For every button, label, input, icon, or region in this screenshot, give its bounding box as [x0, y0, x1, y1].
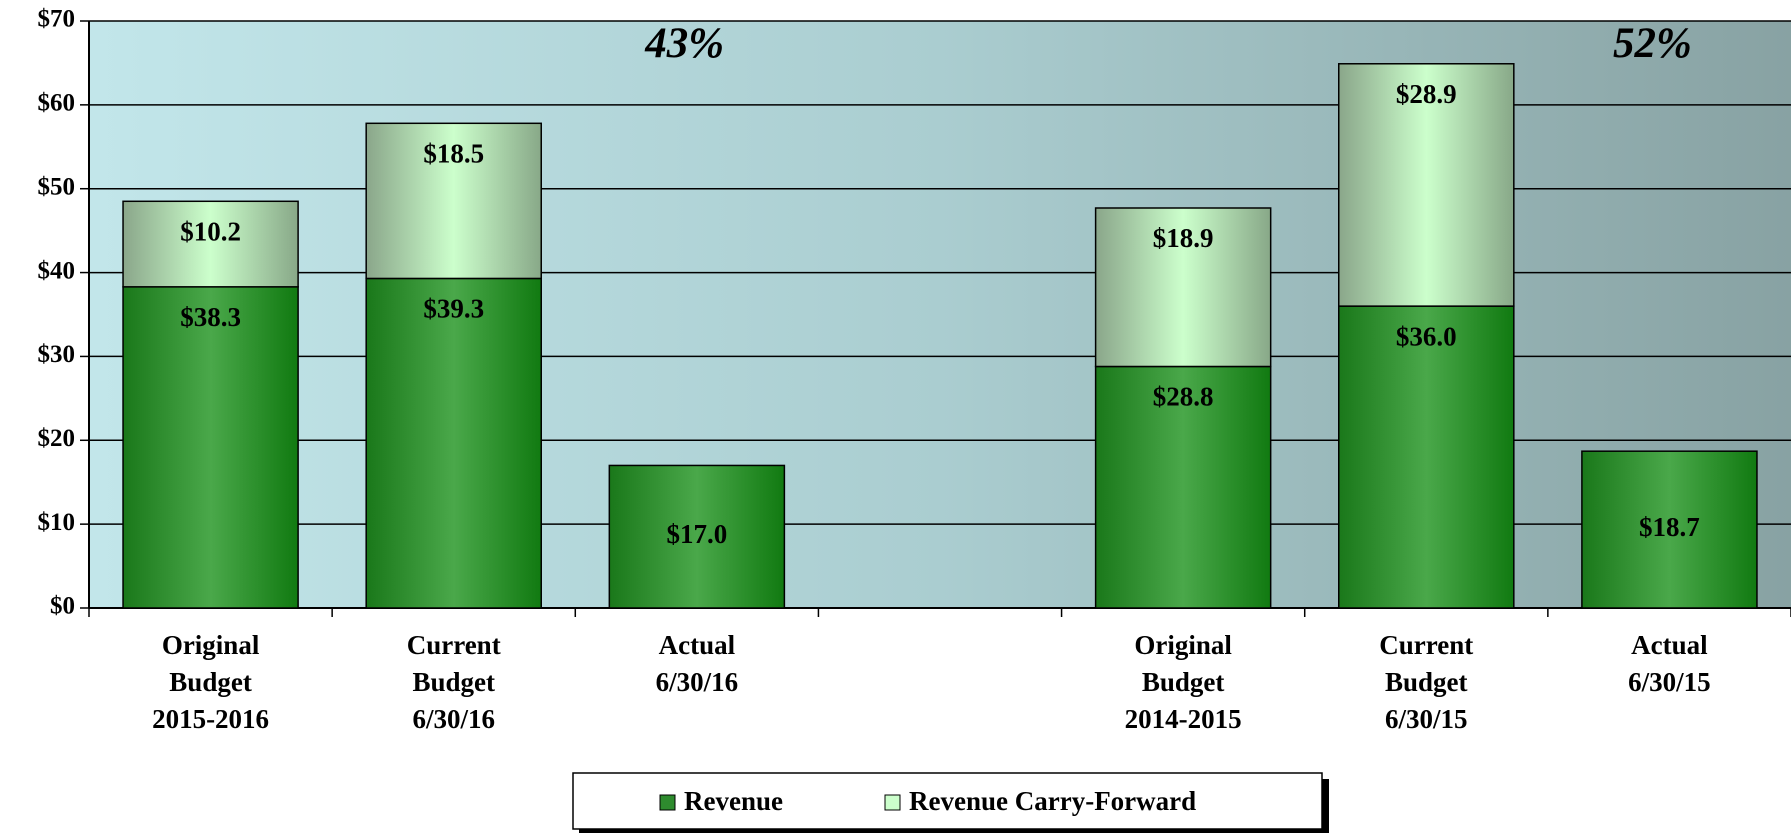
legend-box: [572, 772, 1323, 830]
legend-label: Revenue Carry-Forward: [909, 786, 1196, 816]
legend-marker: [659, 794, 676, 811]
x-tick-label: Original Budget 2015-2016: [152, 630, 269, 734]
bar-segment: [1581, 450, 1758, 609]
annotation: 43%: [644, 20, 724, 67]
bar-segment: [608, 464, 786, 609]
y-tick-label: $30: [38, 341, 76, 368]
y-tick-label: $0: [50, 593, 75, 620]
bar-segment: [1094, 207, 1272, 368]
y-tick-label: $10: [38, 509, 76, 536]
value-label: $18.5: [423, 139, 484, 169]
value-label: $28.8: [1153, 382, 1214, 412]
value-label: $10.2: [180, 216, 241, 246]
bar-segment: [1338, 305, 1515, 609]
y-tick-label: $50: [38, 173, 76, 200]
value-label: $38.3: [180, 302, 241, 332]
y-tick-label: $20: [38, 425, 76, 452]
bar-segment: [1338, 63, 1515, 307]
y-tick-label: $40: [38, 257, 76, 284]
value-label: $28.9: [1396, 79, 1457, 109]
y-tick-label: $60: [38, 90, 76, 117]
x-tick-label: Current Budget 6/30/15: [1379, 630, 1473, 734]
bar-segment: [365, 277, 542, 609]
bar-segment: [122, 286, 299, 609]
x-tick-label: Original Budget 2014-2015: [1125, 630, 1242, 734]
bar-segment: [365, 122, 542, 280]
legend-label: Revenue: [684, 786, 783, 816]
legend-marker: [884, 794, 901, 811]
value-label: $39.3: [423, 294, 484, 324]
x-tick-label: Current Budget 6/30/16: [407, 630, 501, 734]
value-label: $18.9: [1153, 223, 1214, 253]
plot-area: [89, 21, 1791, 608]
value-label: $18.7: [1639, 512, 1700, 542]
bar-segment: [1094, 365, 1272, 609]
y-tick-label: $70: [38, 6, 76, 33]
annotation: 52%: [1613, 20, 1692, 67]
value-label: $17.0: [666, 519, 727, 549]
value-label: $36.0: [1396, 321, 1457, 351]
bar-segment: [122, 200, 299, 288]
x-tick-label: Actual 6/30/15: [1628, 630, 1711, 697]
x-tick-label: Actual 6/30/16: [656, 630, 739, 697]
